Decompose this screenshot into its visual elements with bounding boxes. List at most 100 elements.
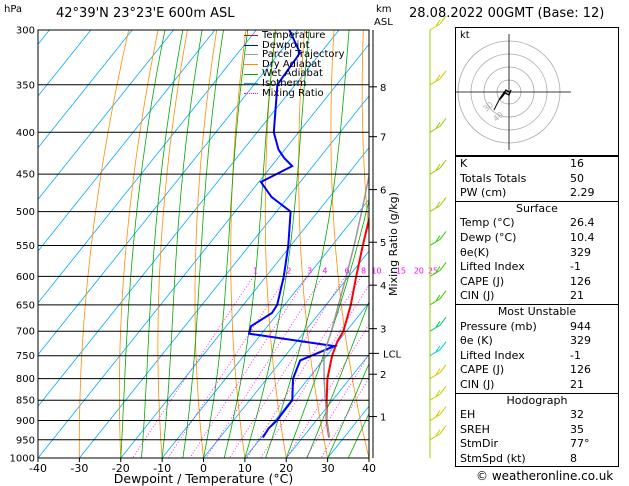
pressure-tick-label: 800 xyxy=(16,374,35,385)
legend-label: Dry Adiabat xyxy=(262,58,322,70)
mixing-ratio-axis-title: Mixing Ratio (g/kg) xyxy=(387,192,400,296)
legend-item: Parcel Trajectory xyxy=(244,50,345,60)
mixing-ratio-label: 8 xyxy=(361,266,366,275)
index-value: 329 xyxy=(570,245,591,259)
index-row: CIN (J) 21 xyxy=(456,289,618,304)
storm-motion-arrow xyxy=(493,99,500,111)
wind-barb-flag xyxy=(435,74,441,82)
index-value: 26.4 xyxy=(570,216,595,230)
wind-barb-flag xyxy=(435,163,441,171)
legend-item: Dewpoint xyxy=(244,40,345,51)
isotherm-line xyxy=(38,30,92,97)
index-value: 32 xyxy=(570,408,584,422)
index-row: Temp (°C) 26.4 xyxy=(456,216,618,231)
section-title: Most Unstable xyxy=(497,304,577,318)
wind-barb-staff xyxy=(429,205,441,213)
dry-adiabat-line xyxy=(361,30,369,238)
index-label: θe(K) xyxy=(460,245,490,259)
dry-adiabat-line xyxy=(78,30,130,458)
legend-swatch xyxy=(244,35,258,37)
legend: Temperature Dewpoint Parcel Trajectory Dry … xyxy=(244,31,345,98)
km-tick-label: 6 xyxy=(380,186,386,197)
wet-adiabat-line xyxy=(203,30,249,458)
most-unstable-section: Most Unstable Pressure (mb) 944 θe (K) 329 Li… xyxy=(456,303,618,393)
index-row: θe (K) 329 xyxy=(456,334,618,349)
hpa-unit-label: hPa xyxy=(4,4,23,15)
copyright-footer: © weatheronline.co.uk xyxy=(476,469,614,483)
dry-adiabat-line xyxy=(119,30,159,458)
index-row: Totals Totals 50 xyxy=(456,172,618,187)
legend-item: Dry Adiabat xyxy=(244,58,345,70)
x-tick-label: 20 xyxy=(279,462,293,475)
index-value: 944 xyxy=(570,319,591,333)
x-tick-label: 30 xyxy=(321,462,335,475)
index-label: PW (cm) xyxy=(460,186,507,200)
km-tick-label: 4 xyxy=(380,281,386,292)
index-label: EH xyxy=(460,408,476,422)
index-label: CAPE (J) xyxy=(460,274,505,288)
mixing-ratio-label: 25 xyxy=(428,266,438,275)
wind-barb-flag xyxy=(435,294,441,302)
wind-barb-staff xyxy=(429,433,441,441)
legend-label: Parcel Trajectory xyxy=(262,49,345,61)
mixing-ratio-label: 1 xyxy=(253,266,258,275)
index-value: 16 xyxy=(570,157,584,170)
location-title: 42°39'N 23°23'E 600m ASL xyxy=(56,6,235,21)
isotherm-line xyxy=(38,30,257,304)
wind-barb-flag xyxy=(439,364,447,373)
legend-swatch xyxy=(244,83,258,85)
index-value: 10.4 xyxy=(570,230,595,244)
wind-barb-flag xyxy=(439,341,447,351)
legend-swatch xyxy=(244,54,258,56)
legend-item: Isotherm xyxy=(244,79,345,89)
wind-barb-staff xyxy=(429,78,441,86)
index-row: Lifted Index -1 xyxy=(456,349,618,364)
pressure-tick-label: 650 xyxy=(16,300,35,311)
wind-barb-flag xyxy=(435,429,441,437)
wind-barb-staff xyxy=(429,372,441,380)
wind-barb-flag xyxy=(439,231,447,240)
wind-barb-flag xyxy=(439,70,447,80)
asl-unit-label: ASL xyxy=(374,17,393,28)
km-unit-label: km xyxy=(376,4,392,15)
mixing-ratio-label: 15 xyxy=(396,266,406,275)
wind-barb-flag xyxy=(435,19,441,27)
index-label: SREH xyxy=(460,422,490,436)
mixing-ratio-line xyxy=(229,276,346,458)
index-row: PW (cm) 2.29 xyxy=(456,186,618,201)
wind-barb-staff xyxy=(429,125,441,133)
mixing-ratio-line xyxy=(205,276,324,458)
wind-barb-flag xyxy=(439,406,447,415)
wind-barb-flag xyxy=(439,290,447,300)
index-row: CIN (J) 21 xyxy=(456,378,618,393)
index-row: Dewp (°C) 10.4 xyxy=(456,231,618,246)
isotherm-line xyxy=(38,30,133,149)
index-value: -1 xyxy=(570,260,581,274)
mixing-ratio-label: 4 xyxy=(322,266,327,275)
pressure-tick-label: 350 xyxy=(16,80,35,91)
index-label: Lifted Index xyxy=(460,348,525,362)
mixing-ratio-label: 6 xyxy=(345,266,350,275)
index-value: 35 xyxy=(570,422,584,436)
pressure-tick-label: 750 xyxy=(16,351,35,362)
dry-adiabat-line xyxy=(393,30,452,458)
wind-barb-staff xyxy=(429,239,441,246)
mixing-ratio-label: 2 xyxy=(286,266,291,275)
index-value: 50 xyxy=(570,171,584,185)
wind-barb-flag xyxy=(439,15,447,25)
temperature-profile xyxy=(325,214,369,438)
legend-item: Mixing Ratio xyxy=(244,88,345,99)
mixing-ratio-label: 20 xyxy=(414,266,424,275)
index-value: 8 xyxy=(570,451,577,465)
index-value: -1 xyxy=(570,348,581,362)
index-label: θe (K) xyxy=(460,334,493,348)
index-row: StmDir 77° xyxy=(456,437,618,452)
x-tick-label: 40 xyxy=(362,462,376,475)
legend-label: Temperature xyxy=(262,30,326,41)
parcel-trajectory-profile xyxy=(323,172,369,438)
wind-barb-flag xyxy=(435,410,441,417)
section-title: Hodograph xyxy=(506,393,568,407)
wind-barb-flag xyxy=(435,368,441,375)
